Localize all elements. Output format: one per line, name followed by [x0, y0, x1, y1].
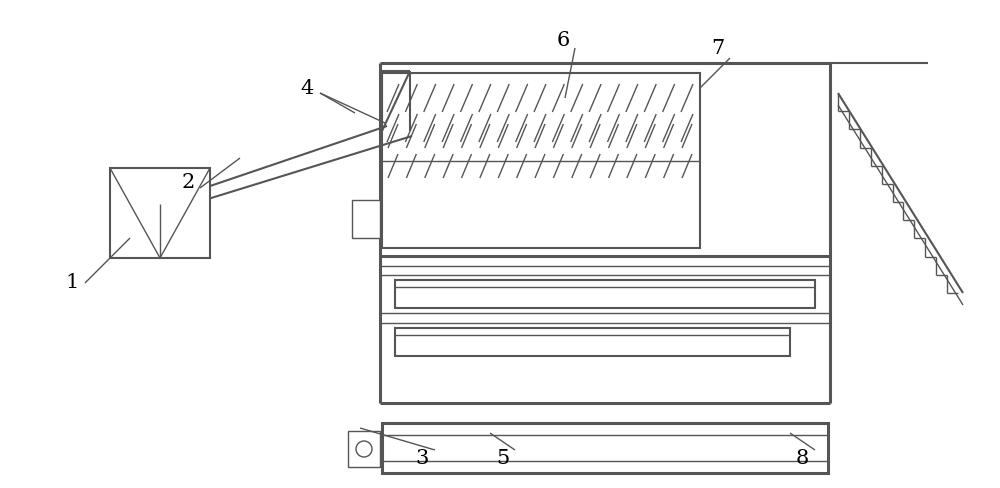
Text: 6: 6 — [556, 30, 570, 49]
Bar — [348, 431, 380, 467]
Text: 5: 5 — [496, 448, 510, 468]
Text: 1: 1 — [65, 273, 79, 292]
Text: 8: 8 — [795, 448, 809, 468]
Bar — [395, 328, 790, 356]
Text: 4: 4 — [300, 79, 314, 98]
Bar — [395, 280, 815, 308]
Bar — [382, 73, 700, 248]
Text: 7: 7 — [711, 39, 725, 58]
Text: 3: 3 — [415, 448, 429, 468]
Bar — [352, 200, 380, 238]
Bar — [110, 168, 210, 258]
Bar — [382, 423, 828, 473]
Text: 2: 2 — [181, 174, 195, 192]
